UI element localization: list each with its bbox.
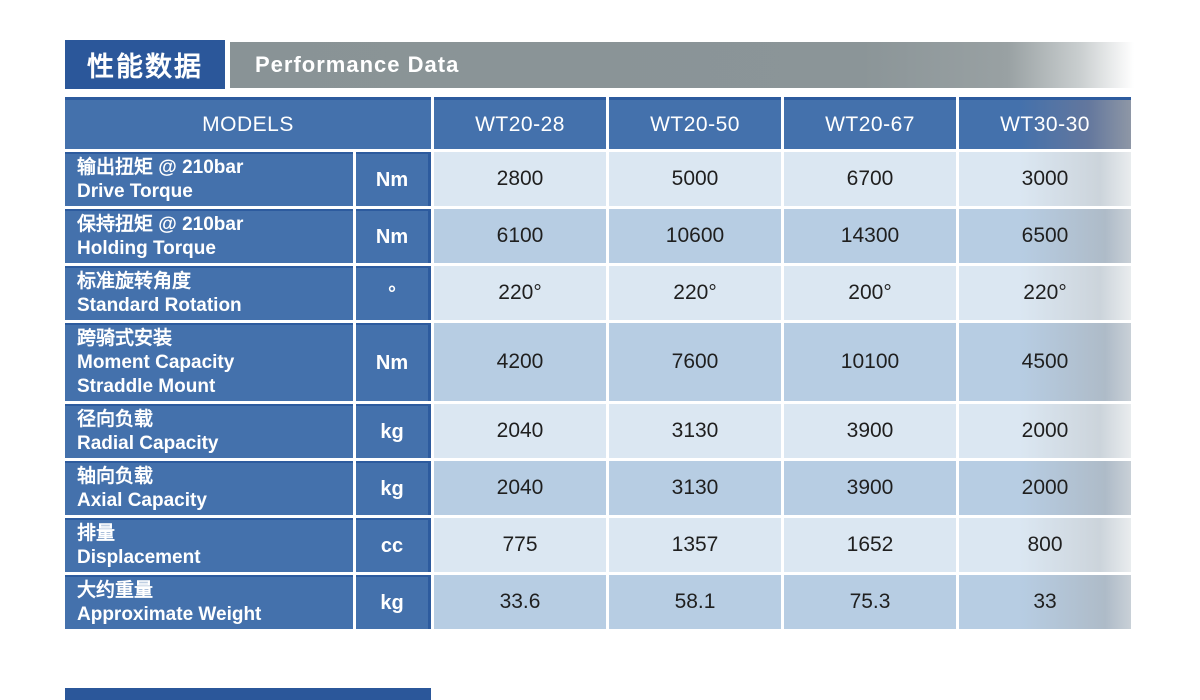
value-cell: 4500 <box>959 323 1131 401</box>
row-unit-cell: Nm <box>356 209 431 263</box>
row-label-line: 径向负载 <box>77 409 154 430</box>
column-header: WT30-30 <box>959 97 1131 149</box>
value-cell: 3000 <box>959 152 1131 206</box>
table-row: 跨骑式安装 Moment Capacity Straddle Mount Nm 4200… <box>65 323 1131 401</box>
value-cell: 6100 <box>434 209 606 263</box>
column-header: WT20-50 <box>609 97 781 149</box>
table-header-row: MODELS WT20-28 WT20-50 WT20-67 WT30-30 <box>65 97 1131 149</box>
value-cell: 10100 <box>784 323 956 401</box>
row-unit-cell: Nm <box>356 323 431 401</box>
value-cell: 5000 <box>609 152 781 206</box>
row-label-cell: 保持扭矩 @ 210bar Holding Torque <box>65 209 353 263</box>
value-cell: 800 <box>959 518 1131 572</box>
row-label-cell: 输出扭矩 @ 210bar Drive Torque <box>65 152 353 206</box>
value-cell: 33 <box>959 575 1131 629</box>
value-cell: 2040 <box>434 461 606 515</box>
table-row: 保持扭矩 @ 210bar Holding Torque Nm 6100 10600 14… <box>65 209 1131 263</box>
value-cell: 58.1 <box>609 575 781 629</box>
row-label-line: Axial Capacity <box>77 490 207 511</box>
value-cell: 2040 <box>434 404 606 458</box>
value-cell: 3130 <box>609 461 781 515</box>
value-cell: 3900 <box>784 461 956 515</box>
row-label-line: Drive Torque <box>77 181 193 202</box>
row-label-cell: 轴向负载 Axial Capacity <box>65 461 353 515</box>
value-cell: 200° <box>784 266 956 320</box>
value-cell: 220° <box>959 266 1131 320</box>
row-label-line: 轴向负载 <box>77 466 154 487</box>
value-cell: 220° <box>434 266 606 320</box>
table-row: 大约重量 Approximate Weight kg 33.6 58.1 75.3 33 <box>65 575 1131 629</box>
table-row: 径向负载 Radial Capacity kg 2040 3130 3900 2000 <box>65 404 1131 458</box>
performance-data-table: MODELS WT20-28 WT20-50 WT20-67 WT30-30 输出扭矩… <box>62 94 1134 632</box>
value-cell: 2000 <box>959 404 1131 458</box>
row-label-line: 标准旋转角度 <box>77 271 192 292</box>
row-label-line: Radial Capacity <box>77 433 219 454</box>
row-label-line: 跨骑式安装 <box>77 328 173 349</box>
value-cell: 14300 <box>784 209 956 263</box>
value-cell: 10600 <box>609 209 781 263</box>
row-label-cell: 跨骑式安装 Moment Capacity Straddle Mount <box>65 323 353 401</box>
value-cell: 4200 <box>434 323 606 401</box>
row-label-line: Holding Torque <box>77 238 216 259</box>
value-cell: 75.3 <box>784 575 956 629</box>
row-label-line: Straddle Mount <box>77 376 216 397</box>
row-unit-cell: ° <box>356 266 431 320</box>
row-label-line: Displacement <box>77 547 201 568</box>
column-header: WT20-67 <box>784 97 956 149</box>
spec-table: MODELS WT20-28 WT20-50 WT20-67 WT30-30 输出扭矩… <box>62 94 1134 632</box>
row-label-line: 大约重量 <box>77 580 154 601</box>
row-label-cell: 大约重量 Approximate Weight <box>65 575 353 629</box>
row-label-line: 保持扭矩 @ 210bar <box>77 214 244 235</box>
section-title-zh: 性能数据 <box>65 40 225 89</box>
footer-accent-bar <box>65 688 431 700</box>
row-label-line: Standard Rotation <box>77 295 242 316</box>
row-label-line: Moment Capacity <box>77 352 235 373</box>
table-row: 标准旋转角度 Standard Rotation ° 220° 220° 200° 220° <box>65 266 1131 320</box>
row-unit-cell: kg <box>356 575 431 629</box>
row-label-cell: 径向负载 Radial Capacity <box>65 404 353 458</box>
table-row: 输出扭矩 @ 210bar Drive Torque Nm 2800 5000 6700 3… <box>65 152 1131 206</box>
value-cell: 6700 <box>784 152 956 206</box>
value-cell: 1357 <box>609 518 781 572</box>
value-cell: 33.6 <box>434 575 606 629</box>
value-cell: 6500 <box>959 209 1131 263</box>
row-label-line: Approximate Weight <box>77 604 262 625</box>
value-cell: 775 <box>434 518 606 572</box>
value-cell: 3130 <box>609 404 781 458</box>
value-cell: 7600 <box>609 323 781 401</box>
row-label-line: 输出扭矩 @ 210bar <box>77 157 244 178</box>
row-label-cell: 标准旋转角度 Standard Rotation <box>65 266 353 320</box>
models-header-cell: MODELS <box>65 97 431 149</box>
row-label-line: 排量 <box>77 523 116 544</box>
value-cell: 2000 <box>959 461 1131 515</box>
section-title-en: Performance Data <box>230 42 1134 88</box>
row-unit-cell: kg <box>356 404 431 458</box>
value-cell: 220° <box>609 266 781 320</box>
value-cell: 2800 <box>434 152 606 206</box>
value-cell: 1652 <box>784 518 956 572</box>
row-unit-cell: Nm <box>356 152 431 206</box>
table-row: 轴向负载 Axial Capacity kg 2040 3130 3900 2000 <box>65 461 1131 515</box>
column-header: WT20-28 <box>434 97 606 149</box>
value-cell: 3900 <box>784 404 956 458</box>
row-label-cell: 排量 Displacement <box>65 518 353 572</box>
table-row: 排量 Displacement cc 775 1357 1652 800 <box>65 518 1131 572</box>
row-unit-cell: cc <box>356 518 431 572</box>
row-unit-cell: kg <box>356 461 431 515</box>
